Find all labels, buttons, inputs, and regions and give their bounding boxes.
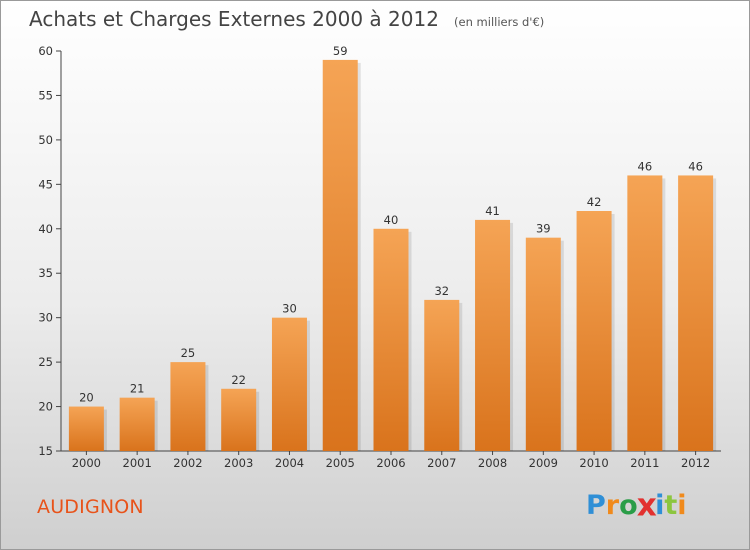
bar-value-label: 32 [434, 284, 449, 298]
logo-letter: i [677, 490, 687, 521]
chart-title-block: Achats et Charges Externes 2000 à 2012 (… [29, 7, 544, 31]
x-tick-label: 2008 [478, 456, 507, 470]
bar-value-label: 41 [485, 204, 500, 218]
x-tick-label: 2012 [681, 456, 710, 470]
bar [68, 406, 104, 451]
x-tick-label: 2004 [275, 456, 304, 470]
x-tick-label: 2007 [427, 456, 456, 470]
y-tick-label: 15 [38, 444, 53, 458]
bar-value-label: 39 [536, 222, 551, 236]
bar-value-label: 21 [130, 382, 145, 396]
x-tick-label: 2011 [630, 456, 659, 470]
logo-letter: t [664, 490, 678, 521]
bar [322, 59, 358, 452]
bar [424, 299, 460, 451]
bar-value-label: 46 [638, 159, 653, 173]
bar [678, 175, 714, 451]
bar [627, 175, 663, 451]
y-tick-label: 55 [38, 88, 53, 102]
x-tick-label: 2001 [123, 456, 152, 470]
y-tick-label: 30 [38, 311, 53, 325]
y-tick-label: 25 [38, 355, 53, 369]
y-tick-label: 45 [38, 177, 53, 191]
proxiti-logo: Proxiti [586, 487, 687, 524]
place-name: AUDIGNON [37, 496, 144, 518]
bar [373, 228, 409, 451]
logo-letter: x [636, 487, 657, 524]
x-tick-label: 2010 [579, 456, 608, 470]
bar-value-label: 59 [333, 44, 348, 58]
y-tick-label: 35 [38, 266, 53, 280]
bar [271, 317, 307, 451]
logo-letter: o [619, 490, 638, 521]
y-tick-label: 60 [38, 44, 53, 58]
bar-value-label: 40 [384, 213, 399, 227]
bar [170, 362, 206, 451]
chart-subtitle: (en milliers d'€) [454, 15, 545, 29]
bar [525, 237, 561, 451]
bar-value-label: 42 [587, 195, 602, 209]
y-tick-label: 40 [38, 222, 53, 236]
bar-value-label: 22 [231, 373, 246, 387]
bar-value-label: 30 [282, 302, 297, 316]
x-tick-label: 2002 [173, 456, 202, 470]
bar [475, 219, 511, 451]
y-tick-label: 50 [38, 133, 53, 147]
bar-value-label: 25 [181, 346, 196, 360]
x-tick-label: 2006 [376, 456, 405, 470]
bar-value-label: 46 [688, 159, 703, 173]
x-tick-label: 2003 [224, 456, 253, 470]
bar [576, 211, 612, 451]
x-tick-label: 2009 [529, 456, 558, 470]
y-tick-label: 20 [38, 400, 53, 414]
logo-letter: i [655, 490, 665, 521]
x-tick-label: 2005 [326, 456, 355, 470]
bar [221, 388, 257, 451]
bar-value-label: 20 [79, 391, 94, 405]
x-tick-label: 2000 [72, 456, 101, 470]
chart-title: Achats et Charges Externes 2000 à 2012 [29, 7, 439, 31]
logo-letter: r [605, 490, 620, 521]
logo-letter: P [586, 490, 606, 521]
bar [119, 397, 155, 451]
